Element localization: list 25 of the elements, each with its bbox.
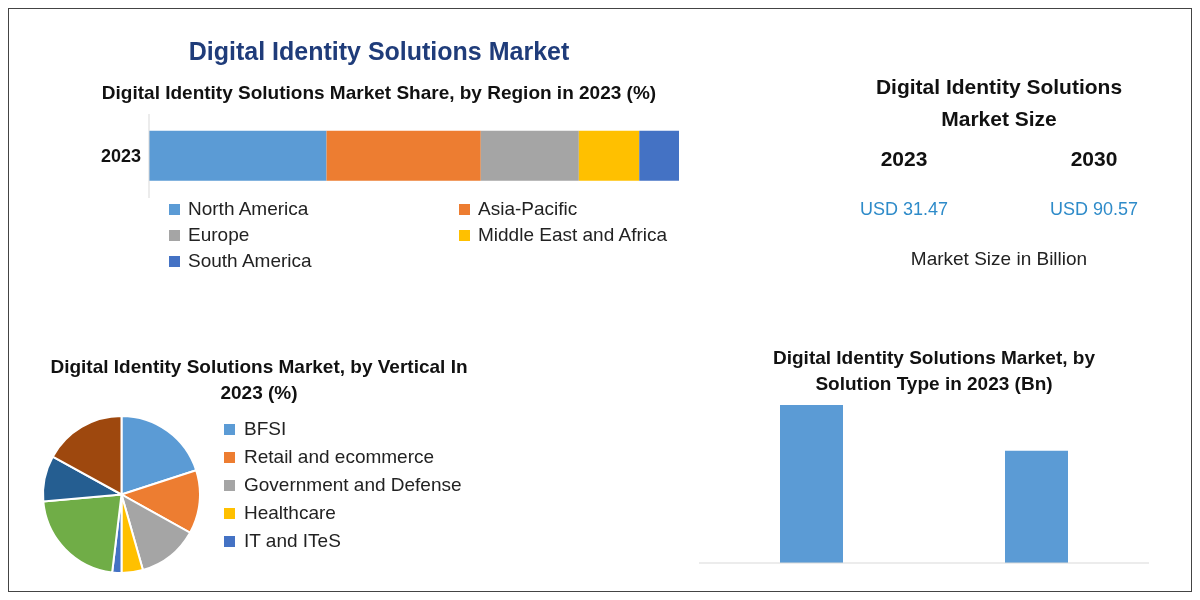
legend-label: Middle East and Africa bbox=[477, 224, 669, 246]
legend-label: IT and ITeS bbox=[243, 530, 342, 552]
legend-label: Healthcare bbox=[243, 502, 337, 524]
chart-title: Digital Identity Solutions Market, by Solution Type in 2023 (Bn) bbox=[772, 346, 1096, 396]
text: USD 31.47 bbox=[859, 199, 949, 219]
bar bbox=[480, 130, 579, 181]
legend-label: Europe bbox=[187, 224, 251, 246]
legend-label: Government and Defense bbox=[243, 474, 462, 496]
text: Digital Identity Solutions Market Size bbox=[874, 74, 1124, 132]
legend-label: Retail and ecommerce bbox=[243, 446, 436, 468]
text: Digital Identity Solutions Market bbox=[187, 37, 571, 66]
legend-label: North America bbox=[187, 198, 310, 220]
bar bbox=[578, 130, 640, 181]
text: USD 90.57 bbox=[1049, 199, 1139, 219]
category-label: 2023 bbox=[879, 147, 929, 171]
legend-label: Asia-Pacific bbox=[477, 198, 579, 220]
chart-title: Digital Identity Solutions Market, by Vertical In 2023 (%) bbox=[49, 355, 469, 405]
chart-title: Digital Identity Solutions Market Share, by Region in 2023 (%) bbox=[100, 81, 658, 105]
bar bbox=[326, 130, 481, 181]
legend-label: South America bbox=[187, 250, 313, 272]
category-label: 2030 bbox=[1069, 147, 1119, 171]
text: Market Size in Billion bbox=[909, 248, 1089, 270]
bar bbox=[149, 130, 327, 181]
bar bbox=[639, 130, 679, 181]
legend-label: BFSI bbox=[243, 418, 288, 440]
